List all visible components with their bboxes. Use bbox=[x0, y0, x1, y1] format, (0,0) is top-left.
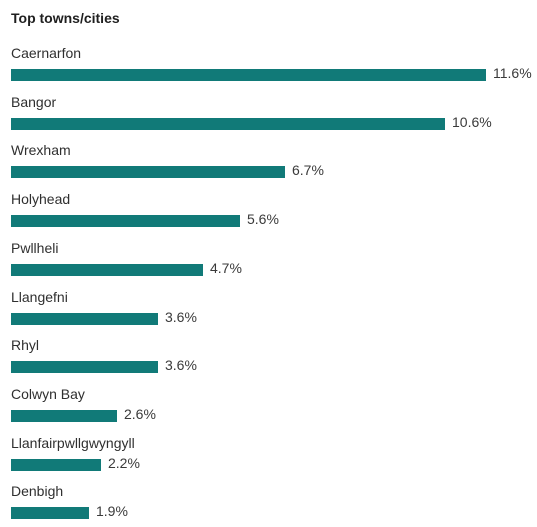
category-label: Denbigh bbox=[11, 483, 64, 500]
category-label: Holyhead bbox=[11, 191, 71, 208]
bar-row: Pwllheli 4.7% bbox=[11, 240, 531, 284]
category-label: Bangor bbox=[11, 93, 57, 110]
category-label: Llanfairpwllgwyngyll bbox=[11, 434, 135, 451]
category-label: Colwyn Bay bbox=[11, 385, 85, 402]
value-label: 3.6% bbox=[165, 357, 197, 374]
bar bbox=[11, 312, 158, 325]
bar bbox=[11, 507, 89, 520]
bar-row: Llanfairpwllgwyngyll 2.2% bbox=[11, 435, 531, 479]
value-label: 1.9% bbox=[96, 503, 128, 520]
bar bbox=[11, 263, 203, 276]
bar bbox=[11, 458, 101, 471]
value-label: 2.6% bbox=[124, 405, 156, 422]
value-label: 10.6% bbox=[452, 113, 492, 130]
bar-row: Wrexham 6.7% bbox=[11, 142, 531, 186]
value-label: 4.7% bbox=[210, 259, 242, 276]
value-label: 3.6% bbox=[165, 308, 197, 325]
bar-row: Denbigh 1.9% bbox=[11, 483, 531, 527]
bar-row: Caernarfon 11.6% bbox=[11, 45, 532, 89]
bar-row: Llangefni 3.6% bbox=[11, 289, 531, 333]
category-label: Wrexham bbox=[11, 142, 71, 159]
category-label: Rhyl bbox=[11, 337, 40, 354]
bar bbox=[11, 409, 117, 422]
value-label: 6.7% bbox=[292, 162, 324, 179]
chart-title: Top towns/cities bbox=[11, 10, 120, 26]
category-label: Pwllheli bbox=[11, 239, 59, 256]
bar bbox=[11, 215, 240, 228]
value-label: 11.6% bbox=[493, 65, 532, 81]
bar bbox=[11, 361, 158, 374]
bar bbox=[11, 117, 445, 130]
bar bbox=[11, 166, 285, 179]
bar-row: Bangor 10.6% bbox=[11, 94, 531, 138]
bar-row: Rhyl 3.6% bbox=[11, 337, 531, 381]
category-label: Llangefni bbox=[11, 288, 68, 305]
category-label: Caernarfon bbox=[11, 45, 82, 61]
value-label: 5.6% bbox=[247, 211, 279, 228]
bar-row: Colwyn Bay 2.6% bbox=[11, 386, 531, 430]
bar-row: Holyhead 5.6% bbox=[11, 191, 531, 235]
value-label: 2.2% bbox=[108, 454, 140, 471]
bar bbox=[11, 69, 486, 81]
